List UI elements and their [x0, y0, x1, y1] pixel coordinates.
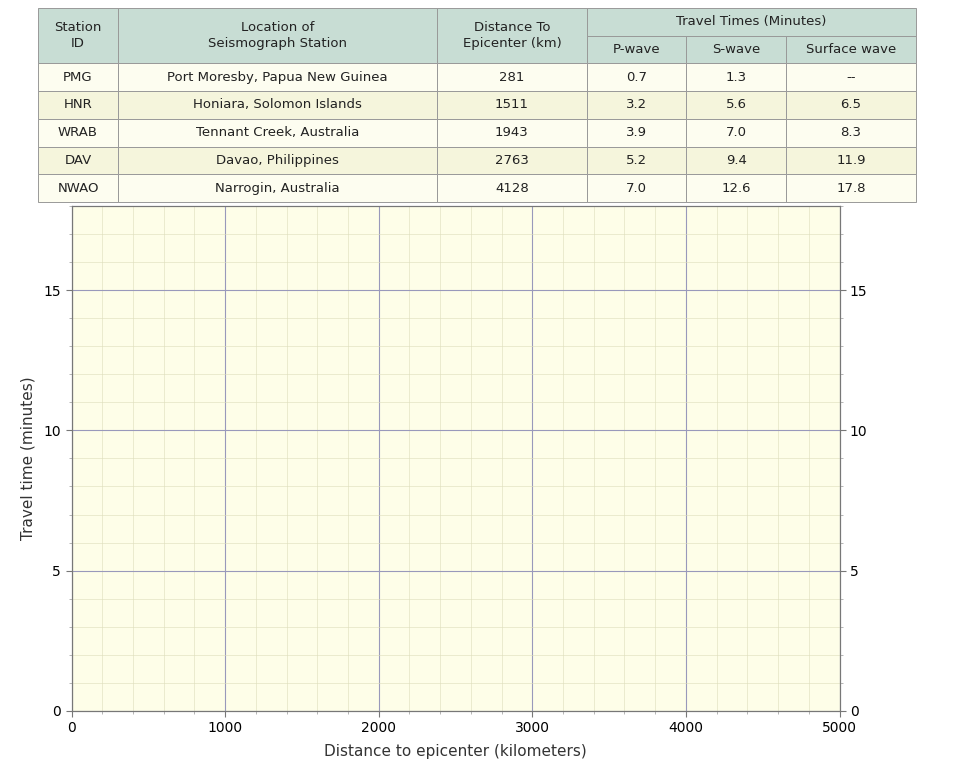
FancyBboxPatch shape — [38, 147, 118, 174]
FancyBboxPatch shape — [586, 119, 686, 147]
Y-axis label: Travel time (minutes): Travel time (minutes) — [20, 377, 35, 540]
Text: Travel Times (Minutes): Travel Times (Minutes) — [676, 15, 825, 28]
Text: 12.6: 12.6 — [720, 182, 750, 195]
FancyBboxPatch shape — [436, 8, 586, 63]
FancyBboxPatch shape — [38, 174, 118, 202]
Text: 17.8: 17.8 — [836, 182, 865, 195]
Text: 281: 281 — [498, 71, 524, 84]
FancyBboxPatch shape — [785, 119, 915, 147]
FancyBboxPatch shape — [118, 63, 436, 91]
FancyBboxPatch shape — [118, 8, 436, 63]
FancyBboxPatch shape — [118, 174, 436, 202]
Text: Surface wave: Surface wave — [805, 43, 895, 56]
FancyBboxPatch shape — [686, 174, 785, 202]
FancyBboxPatch shape — [686, 36, 785, 63]
Text: 3.9: 3.9 — [625, 126, 646, 139]
Text: 1943: 1943 — [495, 126, 528, 139]
FancyBboxPatch shape — [436, 174, 586, 202]
Text: Narrogin, Australia: Narrogin, Australia — [215, 182, 339, 195]
Text: 9.4: 9.4 — [725, 154, 746, 167]
FancyBboxPatch shape — [586, 36, 686, 63]
FancyBboxPatch shape — [586, 63, 686, 91]
FancyBboxPatch shape — [436, 63, 586, 91]
FancyBboxPatch shape — [686, 147, 785, 174]
Text: 0.7: 0.7 — [625, 71, 646, 84]
Text: 3.2: 3.2 — [625, 99, 646, 111]
Text: 7.0: 7.0 — [625, 182, 646, 195]
Text: 4128: 4128 — [495, 182, 528, 195]
Text: DAV: DAV — [65, 154, 91, 167]
FancyBboxPatch shape — [785, 174, 915, 202]
Text: Davao, Philippines: Davao, Philippines — [216, 154, 338, 167]
Text: PMG: PMG — [63, 71, 92, 84]
FancyBboxPatch shape — [586, 147, 686, 174]
X-axis label: Distance to epicenter (kilometers): Distance to epicenter (kilometers) — [324, 744, 586, 758]
FancyBboxPatch shape — [686, 119, 785, 147]
Text: 2763: 2763 — [495, 154, 528, 167]
Text: Station
ID: Station ID — [54, 21, 102, 50]
Text: 5.2: 5.2 — [625, 154, 646, 167]
FancyBboxPatch shape — [586, 91, 686, 119]
Text: NWAO: NWAO — [57, 182, 99, 195]
FancyBboxPatch shape — [785, 63, 915, 91]
Text: 7.0: 7.0 — [725, 126, 746, 139]
Text: 5.6: 5.6 — [725, 99, 746, 111]
FancyBboxPatch shape — [436, 91, 586, 119]
FancyBboxPatch shape — [686, 91, 785, 119]
Text: --: -- — [845, 71, 855, 84]
Text: Honiara, Solomon Islands: Honiara, Solomon Islands — [193, 99, 361, 111]
FancyBboxPatch shape — [436, 147, 586, 174]
Text: 11.9: 11.9 — [836, 154, 865, 167]
FancyBboxPatch shape — [118, 119, 436, 147]
FancyBboxPatch shape — [586, 8, 915, 36]
Text: WRAB: WRAB — [58, 126, 98, 139]
Text: 8.3: 8.3 — [840, 126, 861, 139]
FancyBboxPatch shape — [436, 119, 586, 147]
FancyBboxPatch shape — [785, 36, 915, 63]
Text: Tennant Creek, Australia: Tennant Creek, Australia — [195, 126, 359, 139]
Text: Port Moresby, Papua New Guinea: Port Moresby, Papua New Guinea — [167, 71, 388, 84]
FancyBboxPatch shape — [38, 63, 118, 91]
FancyBboxPatch shape — [785, 91, 915, 119]
Text: Location of
Seismograph Station: Location of Seismograph Station — [208, 21, 347, 50]
FancyBboxPatch shape — [118, 147, 436, 174]
FancyBboxPatch shape — [686, 63, 785, 91]
FancyBboxPatch shape — [38, 91, 118, 119]
FancyBboxPatch shape — [118, 91, 436, 119]
Text: 1.3: 1.3 — [725, 71, 746, 84]
FancyBboxPatch shape — [785, 147, 915, 174]
Text: 1511: 1511 — [495, 99, 528, 111]
Text: 6.5: 6.5 — [840, 99, 861, 111]
Text: P-wave: P-wave — [612, 43, 659, 56]
Text: S-wave: S-wave — [712, 43, 760, 56]
FancyBboxPatch shape — [38, 119, 118, 147]
FancyBboxPatch shape — [38, 8, 118, 63]
Text: Distance To
Epicenter (km): Distance To Epicenter (km) — [462, 21, 560, 50]
Text: HNR: HNR — [64, 99, 92, 111]
FancyBboxPatch shape — [586, 174, 686, 202]
